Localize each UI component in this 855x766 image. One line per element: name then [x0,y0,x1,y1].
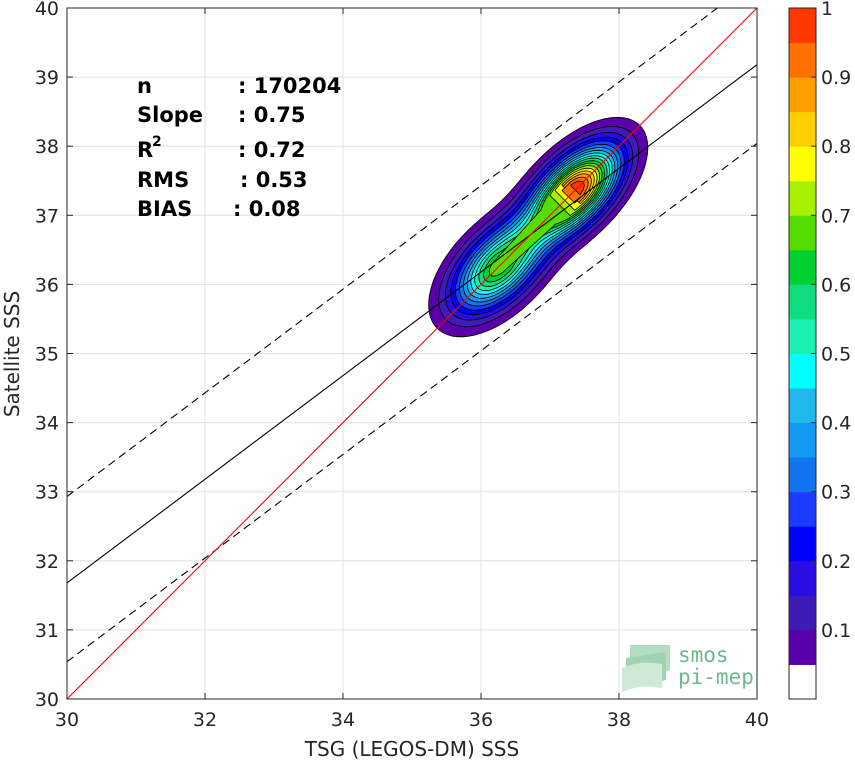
colorbar-segment [789,284,816,320]
colorbar-segment [789,353,816,389]
y-tick-label: 35 [35,344,59,366]
x-tick-label: 40 [745,709,769,731]
x-tick-label: 38 [607,709,631,731]
y-tick-label: 30 [35,689,59,711]
colorbar-segment [789,77,816,113]
y-tick-label: 38 [35,136,59,158]
colorbar-segment [789,629,816,665]
x-tick-label: 32 [193,709,217,731]
colorbar-segment [789,664,816,700]
colorbar-segment [789,388,816,424]
colorbar-tick-label: 0.1 [821,620,851,642]
colorbar-tick-label: 0.2 [821,551,851,573]
colorbar: 0.1 0.2 0.3 0.4 0.5 0.6 0.7 0.8 0.9 1 [788,0,851,700]
colorbar-segment [789,491,816,527]
smos-pimep-logo: smos pi-mep [622,643,754,692]
y-tick-label: 40 [35,0,59,20]
reference-lines [67,8,757,699]
colorbar-segment [789,526,816,562]
y-tick-label: 39 [35,67,59,89]
colorbar-segment [789,146,816,182]
x-tick-label: 36 [469,709,493,731]
colorbar-segment [789,422,816,458]
stat-r2-value: : 0.72 [238,138,306,162]
colorbar-tick-label: 0.5 [821,344,851,366]
colorbar-segment [789,457,816,493]
colorbar-tick-label: 0.4 [821,413,851,435]
logo-waves-icon [622,645,670,692]
colorbar-tick-label: 1 [821,0,833,20]
axis-ticks: 30 32 34 36 38 40 30 31 32 33 34 35 36 37 38 39 40 [35,0,769,731]
y-axis-label: Satellite SSS [0,291,24,417]
colorbar-segment [789,42,816,78]
lower-bound-dashed-line [67,142,757,663]
y-tick-label: 34 [35,413,59,435]
colorbar-segment [789,180,816,216]
colorbar-segment [789,111,816,147]
stat-slope-value: : 0.75 [238,103,306,127]
stat-r2-sup: 2 [152,134,162,150]
stat-slope-label: Slope [137,103,203,127]
y-tick-label: 36 [35,274,59,296]
x-tick-label: 34 [331,709,355,731]
colorbar-segment [789,595,816,631]
colorbar-tick-label: 0.6 [821,274,851,296]
logo-line1: smos [678,643,729,667]
y-tick-label: 31 [35,620,59,642]
grid [66,7,758,700]
stat-bias-value: : 0.08 [233,197,301,221]
colorbar-segment [789,560,816,596]
colorbar-segment [789,318,816,354]
colorbar-tick-label: 0.8 [821,136,851,158]
x-axis-label: TSG (LEGOS-DM) SSS [304,737,519,761]
stat-n-value: : 170204 [238,74,341,98]
colorbar-segment [789,8,816,44]
upper-bound-dashed-line [67,8,719,497]
stat-rms-value: : 0.53 [240,168,308,192]
x-tick-label: 30 [55,709,79,731]
stats-box: n : 170204 Slope : 0.75 R 2 : 0.72 RMS :… [137,74,341,221]
colorbar-tick-label: 0.7 [821,205,851,227]
logo-line2: pi-mep [678,665,754,689]
stat-r2-label: R [137,138,153,162]
colorbar-tick-label: 0.3 [821,482,851,504]
y-tick-label: 37 [35,205,59,227]
identity-line [67,8,757,699]
stat-rms-label: RMS [137,168,189,192]
y-tick-label: 32 [35,551,59,573]
colorbar-tick-label: 0.9 [821,67,851,89]
regression-fit-line [67,64,757,584]
colorbar-segment [789,215,816,251]
colorbar-segment [789,249,816,285]
y-tick-label: 33 [35,482,59,504]
stat-bias-label: BIAS [137,197,192,221]
stat-n-label: n [137,74,152,98]
